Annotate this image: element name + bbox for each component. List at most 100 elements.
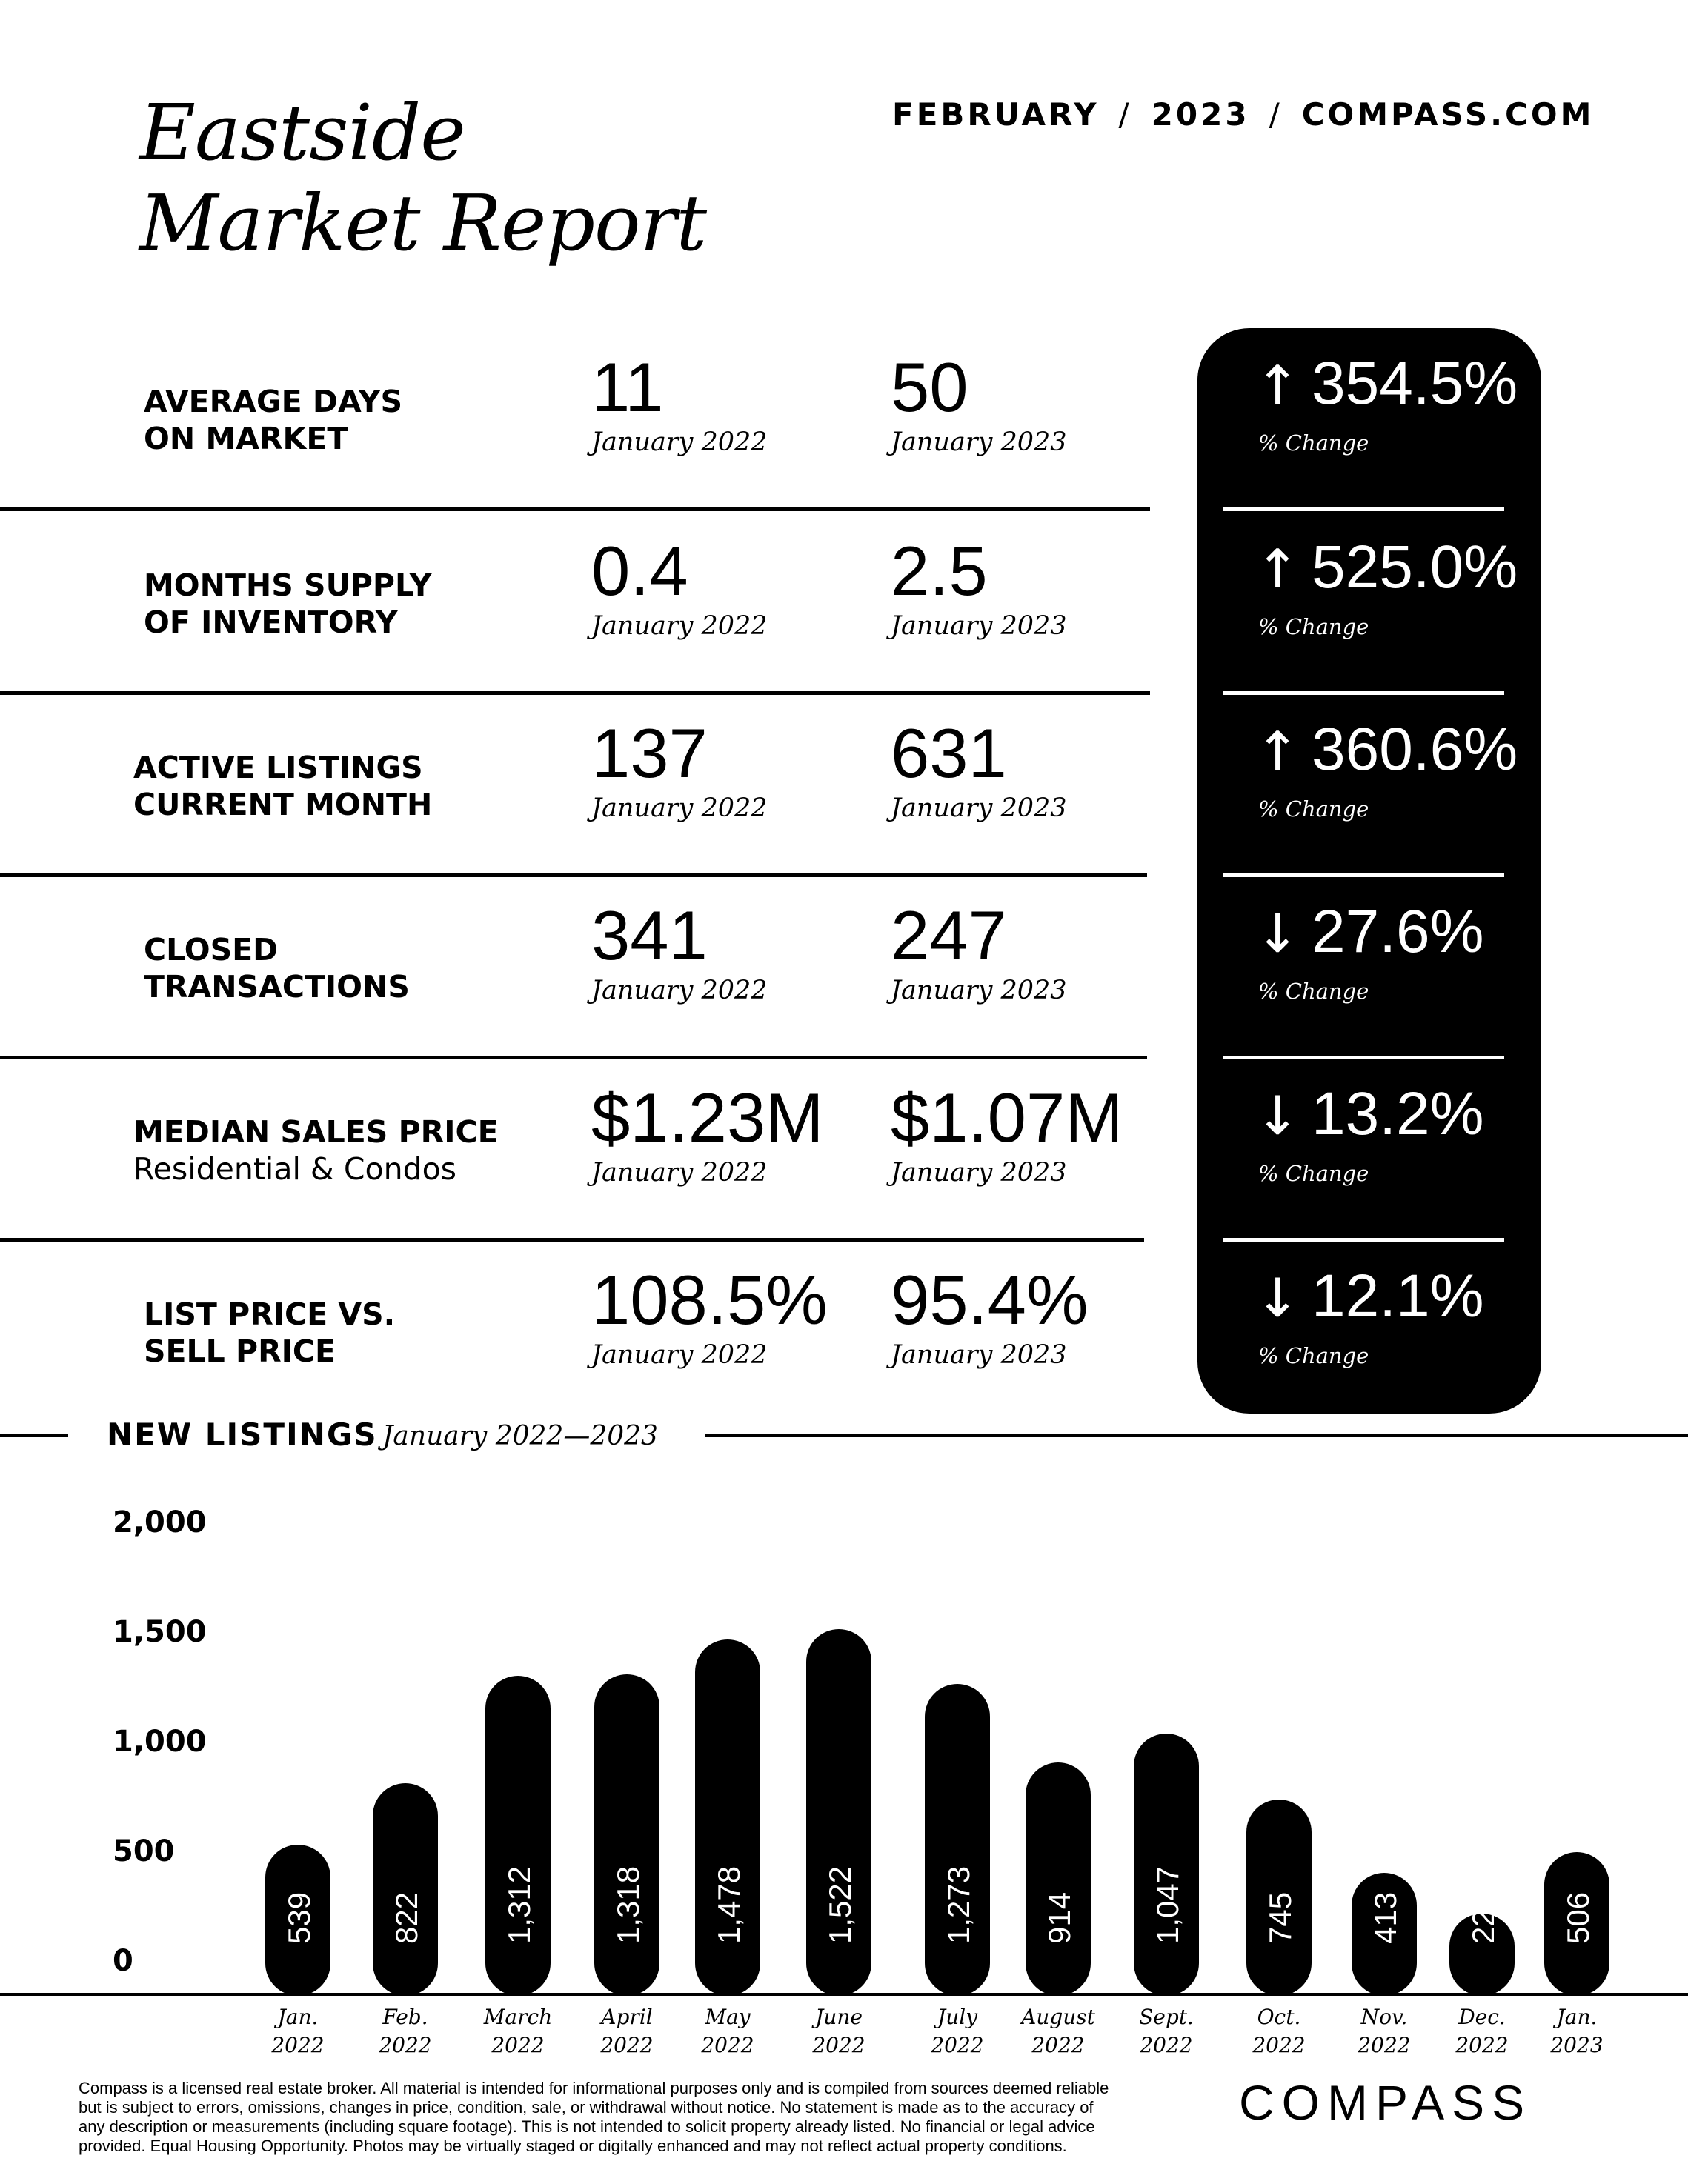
x-tick-label: Jan. 2023 xyxy=(1525,2003,1629,2060)
caption-2023: January 2023 xyxy=(891,1158,1067,1188)
x-tick-year: 2022 xyxy=(1140,2033,1193,2057)
bar: 413 xyxy=(1352,1872,1417,1996)
percent-change-value: 27.6% xyxy=(1312,898,1484,965)
report-year: 2023 xyxy=(1151,96,1250,133)
metric-label-line-2: OF INVENTORY xyxy=(144,605,398,640)
metric-label: LIST PRICE VS. SELL PRICE xyxy=(144,1296,395,1370)
arrow-up-icon: ↑ xyxy=(1255,720,1300,782)
x-tick-year: 2022 xyxy=(491,2033,545,2057)
bar-value-label: 227 xyxy=(1466,1891,1501,1944)
caption-2023: January 2023 xyxy=(891,611,1067,641)
panel-divider xyxy=(1223,1056,1504,1059)
bar-value-label: 745 xyxy=(1263,1891,1297,1944)
arrow-down-icon: ↓ xyxy=(1255,1085,1300,1147)
x-tick-year: 2022 xyxy=(1031,2033,1085,2057)
x-tick-year: 2022 xyxy=(271,2033,325,2057)
arrow-down-icon: ↓ xyxy=(1255,902,1300,965)
x-tick-month: March xyxy=(483,2005,553,2029)
caption-2022: January 2022 xyxy=(591,1340,768,1370)
metric-label-line-1: LIST PRICE VS. xyxy=(144,1296,396,1332)
bar: 227 xyxy=(1449,1892,1515,1996)
caption-2022: January 2022 xyxy=(591,976,768,1005)
metric-label: CLOSED TRANSACTIONS xyxy=(144,931,410,1005)
site-link[interactable]: COMPASS.COM xyxy=(1301,96,1595,133)
percent-change-caption: % Change xyxy=(1258,979,1369,1004)
bar-value-label: 1,273 xyxy=(941,1865,976,1944)
x-tick-label: Jan. 2022 xyxy=(246,2003,350,2060)
arrow-up-icon: ↑ xyxy=(1255,354,1300,416)
x-tick-month: April xyxy=(601,2005,653,2029)
percent-change-value: 12.1% xyxy=(1312,1262,1484,1330)
value-2023: 2.5 xyxy=(891,532,988,610)
x-tick-label: Nov. 2022 xyxy=(1332,2003,1436,2060)
caption-2023: January 2023 xyxy=(891,1340,1067,1370)
compass-logo[interactable]: COMPASS xyxy=(1239,2075,1532,2130)
bar-value-label: 1,478 xyxy=(711,1865,746,1944)
panel-divider xyxy=(1223,1238,1504,1242)
value-2023: 95.4% xyxy=(891,1261,1089,1339)
x-tick-month: Jan. xyxy=(1556,2005,1598,2029)
caption-2022: January 2022 xyxy=(591,611,768,641)
percent-change-value: 354.5% xyxy=(1312,350,1518,417)
separator: / xyxy=(1118,96,1132,133)
x-tick-month: Jan. xyxy=(277,2005,319,2029)
section-rule-right xyxy=(705,1434,1688,1437)
row-divider xyxy=(0,691,1150,695)
title-line-2: Market Report xyxy=(139,178,707,268)
x-tick-year: 2022 xyxy=(1358,2033,1411,2057)
bar-value-label: 1,318 xyxy=(611,1865,645,1944)
metric-label-line-1: AVERAGE DAYS xyxy=(144,384,402,419)
bar-value-label: 1,047 xyxy=(1150,1865,1185,1944)
percent-change-value: 525.0% xyxy=(1312,533,1518,601)
x-tick-label: August 2022 xyxy=(1006,2003,1110,2060)
y-tick-label: 2,000 xyxy=(113,1505,207,1539)
x-tick-month: May xyxy=(705,2005,751,2029)
percent-change-caption: % Change xyxy=(1258,1161,1369,1186)
value-2023: 50 xyxy=(891,348,968,426)
title-line-1: Eastside xyxy=(139,87,466,178)
percent-change: ↓ 13.2% xyxy=(1255,1079,1484,1149)
chart-subtitle: January 2022—2023 xyxy=(382,1421,658,1451)
percent-change: ↑ 354.5% xyxy=(1255,349,1518,419)
disclaimer: Compass is a licensed real estate broker… xyxy=(79,2079,1109,2155)
bar-value-label: 506 xyxy=(1561,1891,1595,1944)
report-month: FEBRUARY xyxy=(892,96,1100,133)
x-tick-year: 2022 xyxy=(701,2033,754,2057)
bar: 1,312 xyxy=(485,1675,551,1996)
x-tick-month: Sept. xyxy=(1139,2005,1194,2029)
metric-label-line-1: MONTHS SUPPLY xyxy=(144,567,432,603)
metric-label: ACTIVE LISTINGS CURRENT MONTH xyxy=(133,749,432,823)
x-tick-label: Dec. 2022 xyxy=(1430,2003,1534,2060)
chart-title: NEW LISTINGS xyxy=(107,1416,378,1453)
row-divider xyxy=(0,1238,1144,1242)
bar: 1,478 xyxy=(695,1639,760,1996)
caption-2022: January 2022 xyxy=(591,1158,768,1188)
x-tick-label: Feb. 2022 xyxy=(353,2003,457,2060)
panel-divider xyxy=(1223,507,1504,511)
x-tick-label: April 2022 xyxy=(575,2003,679,2060)
bar: 914 xyxy=(1026,1762,1091,1996)
caption-2022: January 2022 xyxy=(591,427,768,457)
caption-2023: January 2023 xyxy=(891,793,1067,823)
bar-value-label: 1,522 xyxy=(823,1865,857,1944)
bar: 1,047 xyxy=(1134,1734,1199,1996)
x-tick-month: Dec. xyxy=(1458,2005,1506,2029)
report-title: Eastside Market Report xyxy=(139,87,707,268)
value-2022: $1.23M xyxy=(591,1079,824,1156)
y-tick-label: 500 xyxy=(113,1834,175,1868)
value-2023: 631 xyxy=(891,714,1007,792)
metric-label: MEDIAN SALES PRICE Residential & Condos xyxy=(133,1113,499,1188)
percent-change-caption: % Change xyxy=(1258,1343,1369,1368)
value-2022: 0.4 xyxy=(591,532,688,610)
separator: / xyxy=(1269,96,1283,133)
bar: 539 xyxy=(265,1845,330,1996)
x-tick-label: May 2022 xyxy=(676,2003,780,2060)
x-tick-label: July 2022 xyxy=(906,2003,1009,2060)
row-divider xyxy=(0,1056,1147,1059)
bar: 1,273 xyxy=(925,1684,990,1996)
chart-baseline xyxy=(0,1993,1688,1996)
x-tick-month: Nov. xyxy=(1360,2005,1408,2029)
percent-change-panel xyxy=(1197,328,1541,1414)
arrow-up-icon: ↑ xyxy=(1255,538,1300,600)
value-2023: 247 xyxy=(891,896,1007,974)
